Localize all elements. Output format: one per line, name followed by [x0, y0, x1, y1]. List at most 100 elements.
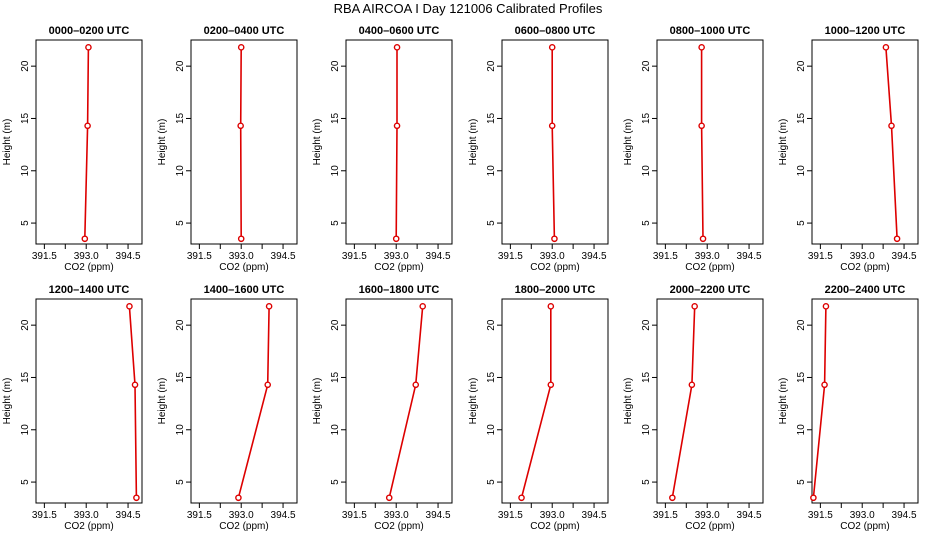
y-axis-label: Height (m)	[778, 119, 789, 166]
x-tick-label: 394.5	[892, 251, 917, 262]
y-tick-label: 5	[20, 220, 31, 226]
data-point	[85, 44, 92, 51]
data-point	[237, 235, 245, 243]
y-tick-label: 5	[486, 479, 497, 485]
y-tick-label: 10	[330, 165, 341, 177]
series-line	[885, 47, 898, 239]
x-axis-label: CO2 (ppm)	[219, 521, 268, 532]
x-tick-label: 394.5	[116, 510, 141, 521]
y-axis-label: Height (m)	[623, 119, 634, 166]
y-tick-label: 10	[641, 165, 652, 177]
profile-panel: 0600–0800 UTC 391.5 393.0 394.5 5 10 15 20 CO2 (…	[468, 25, 609, 273]
series-line	[520, 306, 552, 499]
panel-title: 1400–1600 UTC	[204, 284, 285, 296]
data-point	[547, 381, 555, 389]
y-tick-label: 20	[641, 319, 652, 331]
y-tick-label: 10	[20, 424, 31, 436]
y-axis-label: Height (m)	[157, 119, 168, 166]
data-point	[385, 494, 393, 502]
data-point	[893, 235, 901, 243]
y-tick-label: 15	[796, 371, 807, 383]
panel-title: 0600–0800 UTC	[515, 25, 596, 37]
data-point	[882, 44, 890, 51]
data-point	[235, 494, 242, 502]
series-line	[128, 306, 138, 498]
data-point	[698, 44, 705, 51]
plot-frame	[345, 298, 453, 504]
x-tick-label: 391.5	[653, 510, 678, 521]
data-point	[265, 303, 273, 310]
plot-frame	[656, 298, 764, 504]
x-axis-label: CO2 (ppm)	[374, 521, 423, 532]
x-tick-label: 393.0	[695, 251, 720, 262]
x-tick-label: 393.0	[540, 251, 565, 262]
y-axis-label: Height (m)	[2, 119, 13, 166]
x-axis-label: CO2 (ppm)	[530, 262, 579, 273]
x-tick-label: 394.5	[271, 251, 296, 262]
x-tick-label: 393.0	[695, 510, 720, 521]
y-tick-label: 20	[175, 60, 186, 72]
plot-frame	[501, 39, 609, 245]
data-point	[237, 122, 244, 130]
series-line	[239, 47, 242, 239]
y-tick-label: 15	[486, 112, 497, 124]
y-axis-label: Height (m)	[157, 378, 168, 425]
y-tick-label: 5	[330, 220, 341, 226]
x-tick-label: 394.5	[737, 251, 762, 262]
y-axis-label: Height (m)	[468, 378, 479, 425]
plot-frame	[190, 39, 298, 245]
y-axis-label: Height (m)	[468, 119, 479, 166]
x-tick-label: 391.5	[342, 510, 367, 521]
panel-title: 1000–1200 UTC	[825, 25, 906, 37]
x-tick-label: 391.5	[808, 251, 833, 262]
profile-panel: 0000–0200 UTC 391.5 393.0 394.5 5 10 15 20 CO2 (…	[2, 25, 143, 273]
y-tick-label: 15	[175, 112, 186, 124]
y-tick-label: 20	[486, 319, 497, 331]
y-axis-label: Height (m)	[312, 119, 323, 166]
data-point	[392, 235, 400, 243]
profile-panel: 2000–2200 UTC 391.5 393.0 394.5 5 10 15 20 CO2 (…	[623, 284, 764, 532]
data-point	[691, 303, 698, 310]
data-point	[264, 381, 272, 389]
x-tick-label: 391.5	[187, 251, 212, 262]
data-point	[688, 381, 696, 389]
x-tick-label: 391.5	[498, 251, 523, 262]
x-tick-label: 394.5	[582, 510, 607, 521]
y-tick-label: 10	[330, 424, 341, 436]
y-tick-label: 15	[796, 112, 807, 124]
y-tick-label: 10	[20, 165, 31, 177]
plot-frame	[811, 39, 919, 245]
x-tick-label: 393.0	[229, 510, 254, 521]
x-tick-label: 393.0	[74, 251, 99, 262]
x-tick-label: 393.0	[540, 510, 565, 521]
data-point	[133, 494, 140, 502]
y-axis-label: Height (m)	[312, 378, 323, 425]
data-point	[548, 122, 556, 130]
x-tick-label: 394.5	[271, 510, 296, 521]
y-axis-label: Height (m)	[623, 378, 634, 425]
x-tick-label: 393.0	[850, 251, 875, 262]
figure-title: RBA AIRCOA I Day 121006 Calibrated Profi…	[334, 1, 603, 16]
y-tick-label: 15	[486, 371, 497, 383]
x-tick-label: 393.0	[384, 251, 409, 262]
y-tick-label: 15	[20, 112, 31, 124]
plot-frame	[811, 298, 919, 504]
data-point	[393, 44, 401, 51]
y-tick-label: 15	[20, 371, 31, 383]
x-tick-label: 393.0	[74, 510, 99, 521]
plot-frame	[190, 298, 298, 504]
y-tick-label: 10	[175, 424, 186, 436]
panel-title: 1600–1800 UTC	[359, 284, 440, 296]
series-line	[812, 306, 827, 498]
y-tick-label: 20	[796, 60, 807, 72]
y-tick-label: 10	[796, 424, 807, 436]
data-point	[412, 381, 420, 389]
data-point	[84, 122, 91, 130]
data-point	[810, 494, 817, 502]
x-axis-label: CO2 (ppm)	[685, 521, 734, 532]
x-axis-label: CO2 (ppm)	[64, 262, 113, 273]
data-point	[822, 303, 830, 310]
profile-panel: 1000–1200 UTC 391.5 393.0 394.5 5 10 15 20 CO2 (…	[778, 25, 919, 273]
data-point	[126, 303, 133, 310]
y-tick-label: 10	[486, 424, 497, 436]
